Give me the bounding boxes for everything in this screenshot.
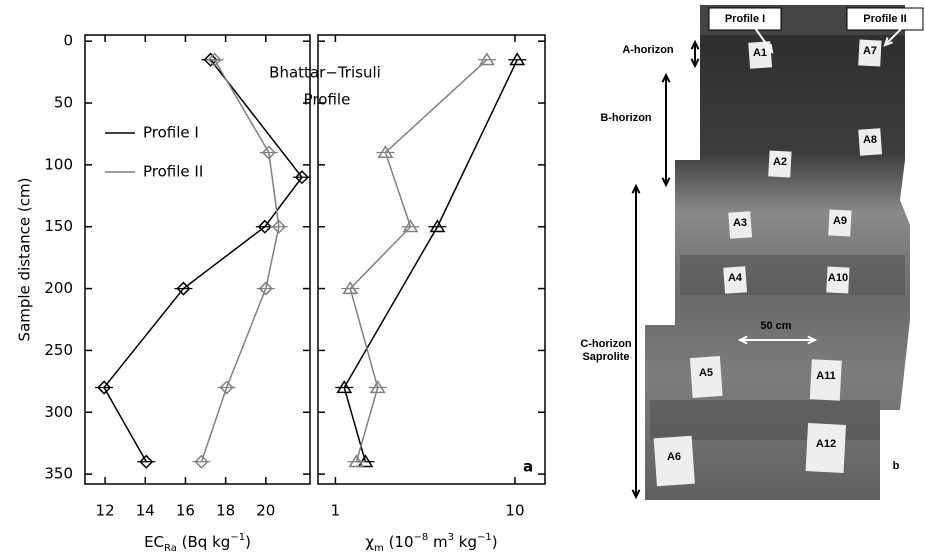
sample-label: A8 (863, 134, 877, 146)
x-tick-label: 20 (256, 502, 275, 520)
horizon-label: Saprolite (582, 351, 629, 363)
horizon-label: C-horizon (580, 338, 632, 350)
annotation: Profile (304, 91, 351, 109)
y-tick-label: 350 (44, 465, 73, 483)
x-tick-label: 16 (176, 502, 195, 520)
label-part: Ra (164, 543, 177, 554)
sample-label: A5 (699, 367, 713, 379)
horizon-label: A-horizon (622, 44, 674, 56)
data-point (511, 54, 524, 65)
data-point (480, 54, 493, 65)
annotation: a (523, 458, 533, 476)
label-part: (Bq kg (177, 533, 230, 551)
figure: A1A7A8A2A3A9A4A10A5A11A6A12Profile IProf… (0, 0, 925, 560)
plot-frame (85, 35, 310, 484)
x-tick-label: 12 (96, 502, 115, 520)
label-part: ) (245, 533, 251, 551)
sample-label: A9 (833, 215, 847, 227)
panel-label: b (893, 460, 900, 472)
sample-label: A4 (728, 272, 743, 284)
profile-label: Profile I (725, 13, 765, 25)
sample-label: A7 (863, 45, 877, 57)
series-line (202, 60, 279, 462)
x-axis-label: χm (10−8 m3 kg−1) (365, 532, 497, 554)
y-tick-label: 100 (44, 155, 73, 173)
sample-label: A12 (816, 438, 836, 450)
annotation: Bhattar−Trisuli (269, 64, 381, 82)
x-tick-label: 18 (216, 502, 235, 520)
y-tick-label: 0 (63, 32, 73, 50)
profile-label: Profile II (863, 13, 906, 25)
y-tick-label: 150 (44, 217, 73, 235)
x-tick-label: 14 (136, 502, 155, 520)
series-line (344, 60, 517, 462)
label-part: kg (454, 533, 477, 551)
label-part: (10 (384, 533, 414, 551)
label-part: −1 (230, 532, 245, 543)
y-tick-label: 200 (44, 279, 73, 297)
label-part: m (374, 543, 384, 554)
sample-label: A11 (816, 370, 836, 382)
label-part: χ (365, 533, 374, 551)
x-tick-label: 1 (331, 502, 341, 520)
scale-label: 50 cm (760, 320, 791, 332)
label-part: −8 (414, 532, 429, 543)
sample-label: A3 (733, 217, 747, 229)
label-part: ) (492, 533, 498, 551)
y-tick-label: 300 (44, 403, 73, 421)
legend-label: Profile I (143, 124, 199, 142)
sample-label: A10 (828, 272, 848, 284)
soil-texture (680, 255, 905, 295)
label-part: EC (144, 533, 164, 551)
label-part: m (428, 533, 447, 551)
sample-label: A6 (667, 451, 681, 463)
legend-label: Profile II (143, 163, 203, 181)
series-line (350, 60, 487, 462)
y-tick-label: 50 (54, 94, 73, 112)
horizon-label: B-horizon (600, 112, 652, 124)
x-tick-label: 10 (505, 502, 524, 520)
y-tick-label: 250 (44, 341, 73, 359)
label-part: −1 (477, 532, 492, 543)
sample-label: A2 (773, 156, 787, 168)
y-axis-label: Sample distance (cm) (16, 178, 34, 342)
x-axis-label: ECRa (Bq kg−1) (144, 532, 251, 554)
